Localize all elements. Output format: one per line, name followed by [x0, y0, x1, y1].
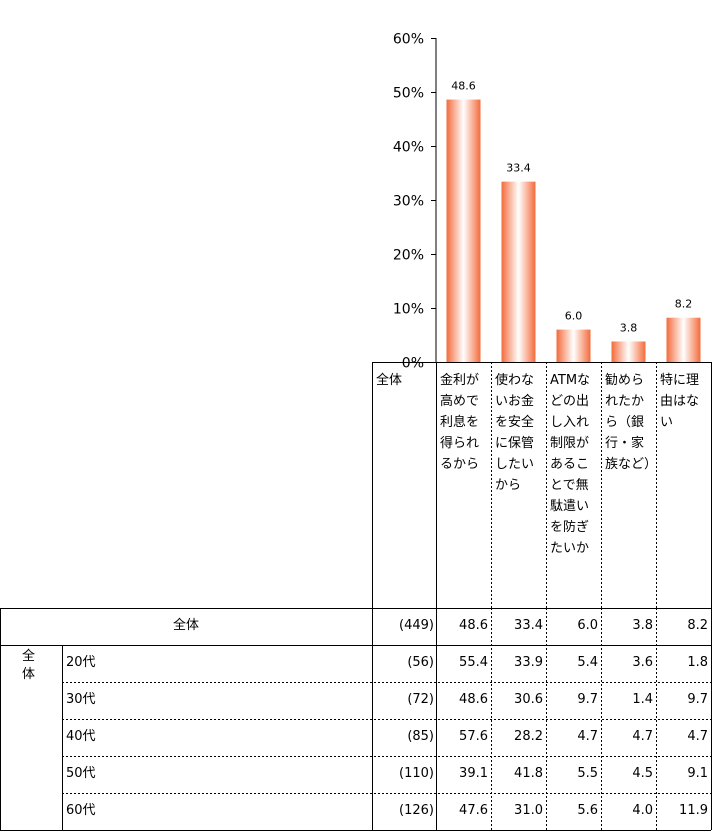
table-cell: 6.0 — [577, 618, 598, 633]
table-cell: 28.2 — [514, 729, 543, 744]
category-label: 使わないお金を安全に保管したいから — [495, 373, 535, 493]
table-cell: 48.6 — [459, 692, 488, 707]
category-label: 勧められたから（銀行・家族など） — [605, 373, 654, 472]
table-cell: 8.2 — [687, 618, 708, 633]
table-n: (56) — [407, 655, 434, 670]
category-label: 金利が高めで利息を得られるから — [440, 373, 480, 472]
y-tick-label: 0% — [402, 356, 424, 372]
table-n: (449) — [399, 618, 434, 633]
table-cell: 55.4 — [459, 655, 488, 670]
bar-value-label: 48.6 — [451, 80, 476, 93]
table-cell: 5.4 — [577, 655, 598, 670]
table-cell: 1.8 — [687, 655, 708, 670]
table-cell: 4.7 — [687, 729, 708, 744]
y-tick-label: 60% — [393, 32, 424, 48]
table-cell: 4.7 — [632, 729, 653, 744]
table-cell: 33.9 — [514, 655, 543, 670]
table-cell: 47.6 — [459, 803, 488, 818]
y-tick-label: 10% — [393, 302, 424, 318]
table-row-label: 60代 — [66, 803, 96, 818]
bar — [611, 341, 646, 362]
table-row-label: 40代 — [66, 729, 96, 744]
table-n: (110) — [399, 766, 434, 781]
y-tick-label: 20% — [393, 248, 424, 264]
y-tick-label: 40% — [393, 140, 424, 156]
table-cell: 33.4 — [514, 618, 543, 633]
table-cell: 9.1 — [687, 766, 708, 781]
table-n: (85) — [407, 729, 434, 744]
table-cell: 4.7 — [577, 729, 598, 744]
bar-value-label: 6.0 — [565, 310, 583, 323]
bar — [666, 317, 701, 362]
category-label-total: 全体 — [376, 373, 403, 388]
bar — [446, 99, 481, 362]
table-n: (126) — [399, 803, 434, 818]
table-row-label: 20代 — [66, 655, 96, 670]
table-cell: 48.6 — [459, 618, 488, 633]
bar-value-label: 33.4 — [506, 162, 531, 175]
category-label: 特に理由はない — [660, 373, 700, 430]
table-cell: 3.6 — [632, 655, 653, 670]
table-cell: 3.8 — [632, 618, 653, 633]
table-group-label: 全体 — [22, 649, 36, 682]
table-row-label: 50代 — [66, 766, 96, 781]
table-row-label: 30代 — [66, 692, 96, 707]
table-cell: 5.5 — [577, 766, 598, 781]
table-cell: 4.5 — [632, 766, 653, 781]
bar — [556, 329, 591, 362]
table-cell: 5.6 — [577, 803, 598, 818]
table-cell: 4.0 — [632, 803, 653, 818]
bar-value-label: 3.8 — [620, 321, 638, 334]
bar — [501, 181, 536, 362]
category-label: ATMなどの出し入れ制限があることで無駄遣いを防ぎたいか — [550, 373, 591, 556]
table-cell: 9.7 — [577, 692, 598, 707]
bar-value-label: 8.2 — [675, 298, 693, 311]
table-total-label: 全体 — [172, 618, 199, 633]
table-cell: 39.1 — [459, 766, 488, 781]
y-tick-label: 30% — [393, 194, 424, 210]
table-n: (72) — [407, 692, 434, 707]
table-cell: 9.7 — [687, 692, 708, 707]
y-tick-label: 50% — [393, 86, 424, 102]
table-cell: 31.0 — [514, 803, 543, 818]
table-cell: 57.6 — [459, 729, 488, 744]
table-cell: 41.8 — [514, 766, 543, 781]
table-cell: 30.6 — [514, 692, 543, 707]
table-cell: 11.9 — [679, 803, 708, 818]
table-cell: 1.4 — [632, 692, 653, 707]
